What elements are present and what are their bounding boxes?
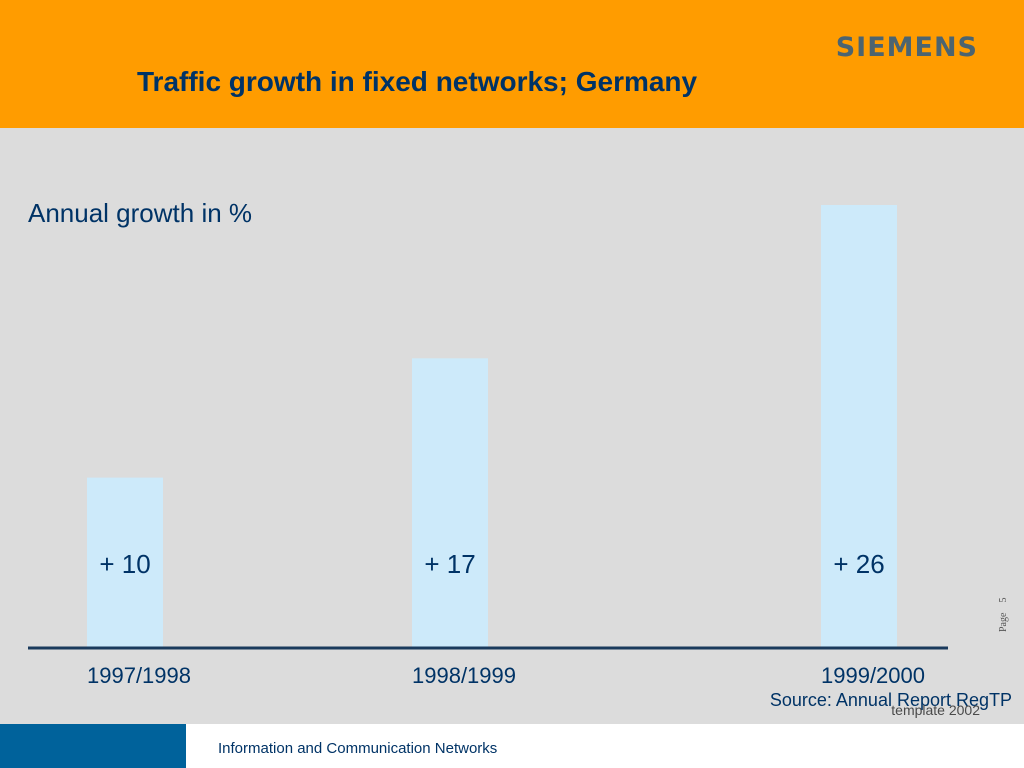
bar-1997/1998 <box>87 477 163 648</box>
data-label-1997/1998: + 10 <box>99 549 150 579</box>
page-marker: Page 5 <box>998 588 1009 632</box>
bar-1999/2000 <box>821 205 897 648</box>
y-axis-label: Annual growth in % <box>28 198 253 228</box>
data-label-1998/1999: + 17 <box>424 549 475 579</box>
siemens-logo: SIEMENS <box>835 32 978 63</box>
header-bar: SIEMENS Traffic growth in fixed networks… <box>0 0 1024 128</box>
source-note: Source: Annual Report RegTP <box>769 690 1012 710</box>
page-label: Page <box>998 612 1009 632</box>
slide-title: Traffic growth in fixed networks; German… <box>137 66 698 97</box>
template-note: template 2002 <box>891 702 980 718</box>
data-label-1999/2000: + 26 <box>833 549 884 579</box>
page-number: 5 <box>998 597 1009 603</box>
x-tick-label-1999/2000: 1999/2000 <box>821 663 925 688</box>
bar-1998/1999 <box>412 358 488 648</box>
bar-chart: + 10 1997/1998 + 17 1998/1999 + 26 1999/2000 <box>28 205 948 688</box>
footer-text: Information and Communication Networks <box>218 740 498 757</box>
footer-accent-block <box>0 724 186 768</box>
x-tick-label-1998/1999: 1998/1999 <box>412 663 516 688</box>
x-tick-label-1997/1998: 1997/1998 <box>87 663 191 688</box>
footer-bar: Information and Communication Networks <box>0 724 1024 768</box>
